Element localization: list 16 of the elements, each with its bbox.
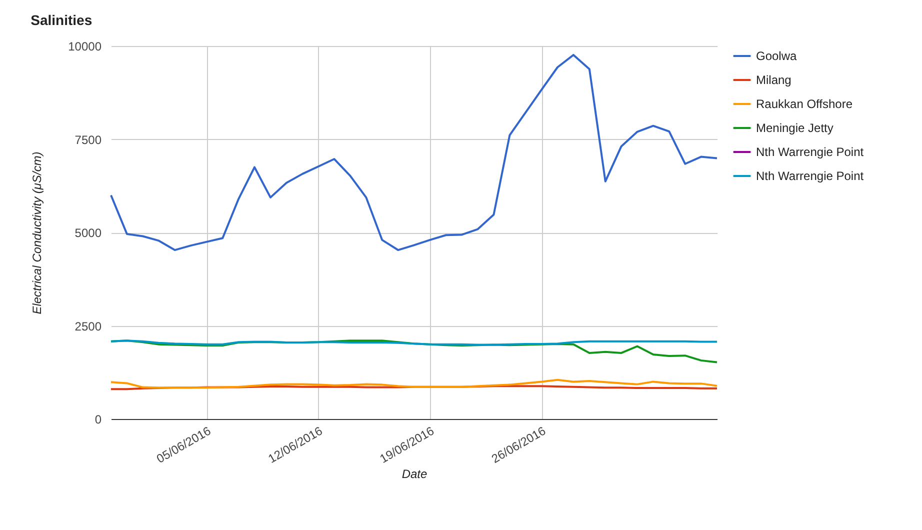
y-tick-label: 2500 bbox=[74, 319, 102, 334]
y-axis-title: Electrical Conductivity (μS/cm) bbox=[30, 152, 44, 314]
chart-title: Salinities bbox=[30, 12, 92, 28]
legend-label: Nth Warrengie Point bbox=[756, 145, 864, 159]
y-tick-label: 10000 bbox=[68, 40, 102, 54]
line-series bbox=[110, 378, 718, 389]
legend-label: Goolwa bbox=[756, 49, 798, 63]
y-tick-label: 7500 bbox=[74, 132, 102, 147]
legend-label: Raukkan Offshore bbox=[756, 97, 853, 111]
legend-label: Meningie Jetty bbox=[756, 121, 834, 135]
legend-label: Nth Warrengie Point bbox=[756, 169, 864, 183]
line-series bbox=[110, 54, 718, 252]
legend-label: Milang bbox=[756, 73, 792, 87]
y-tick-label: 0 bbox=[94, 412, 102, 426]
x-axis-title: Date bbox=[402, 467, 428, 482]
y-tick-label: 5000 bbox=[74, 226, 102, 240]
